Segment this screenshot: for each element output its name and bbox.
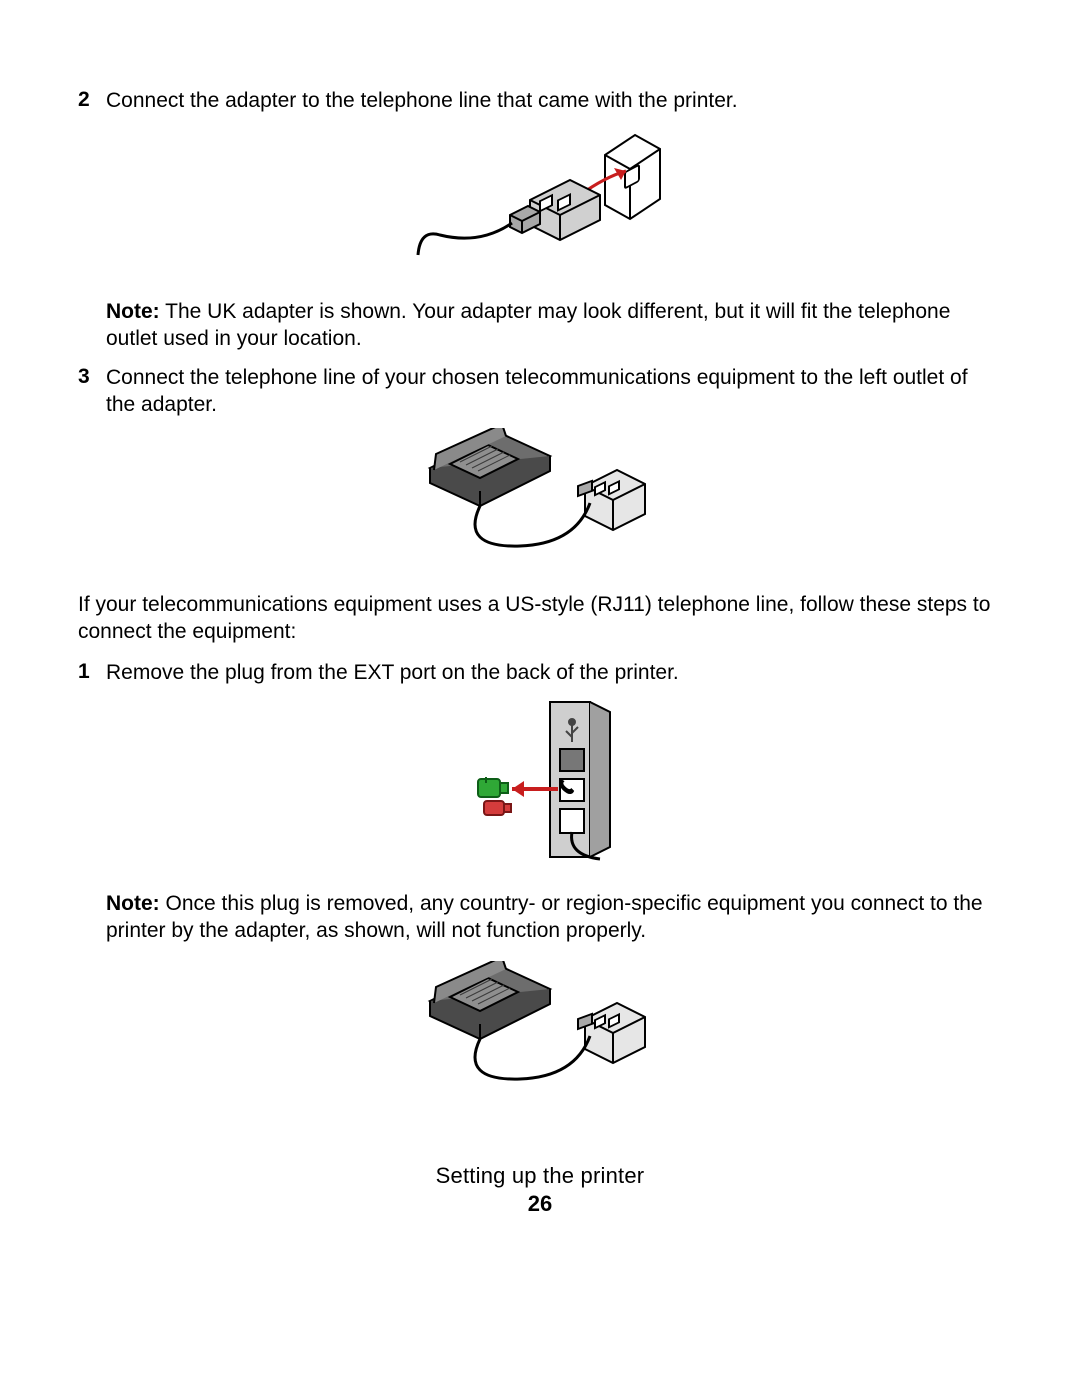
phone-adapter-icon xyxy=(400,428,680,568)
step-3: 3 Connect the telephone line of your cho… xyxy=(78,365,1002,419)
note-text-2: Once this plug is removed, any country- … xyxy=(106,892,983,942)
note-text: The UK adapter is shown. Your adapter ma… xyxy=(106,300,950,350)
adapter-wall-icon xyxy=(410,125,670,275)
page-footer: Setting up the printer 26 xyxy=(0,1163,1080,1217)
step-3-text: Connect the telephone line of your chose… xyxy=(106,365,1002,419)
step-3-number: 3 xyxy=(78,365,106,389)
rj11-step-1-text: Remove the plug from the EXT port on the… xyxy=(106,660,1002,687)
step-2-note: Note: The UK adapter is shown. Your adap… xyxy=(106,299,1002,353)
figure-adapter-to-wall xyxy=(78,125,1002,281)
rj11-step-1-note: Note: Once this plug is removed, any cou… xyxy=(106,891,1002,945)
note-label-2: Note: xyxy=(106,892,160,915)
step-2: 2 Connect the adapter to the telephone l… xyxy=(78,88,1002,115)
rj11-step-1-number: 1 xyxy=(78,660,106,684)
footer-page-number: 26 xyxy=(0,1191,1080,1217)
figure-ext-plug xyxy=(78,697,1002,873)
figure-phone-to-adapter-2 xyxy=(78,961,1002,1107)
rj11-step-1: 1 Remove the plug from the EXT port on t… xyxy=(78,660,1002,687)
note-label: Note: xyxy=(106,300,160,323)
ext-port-icon xyxy=(440,697,640,867)
footer-title: Setting up the printer xyxy=(0,1163,1080,1189)
figure-phone-to-adapter xyxy=(78,428,1002,574)
rj11-intro: If your telecommunications equipment use… xyxy=(78,592,1002,646)
step-2-text: Connect the adapter to the telephone lin… xyxy=(106,88,1002,115)
step-2-number: 2 xyxy=(78,88,106,112)
phone-adapter-icon-2 xyxy=(400,961,680,1101)
